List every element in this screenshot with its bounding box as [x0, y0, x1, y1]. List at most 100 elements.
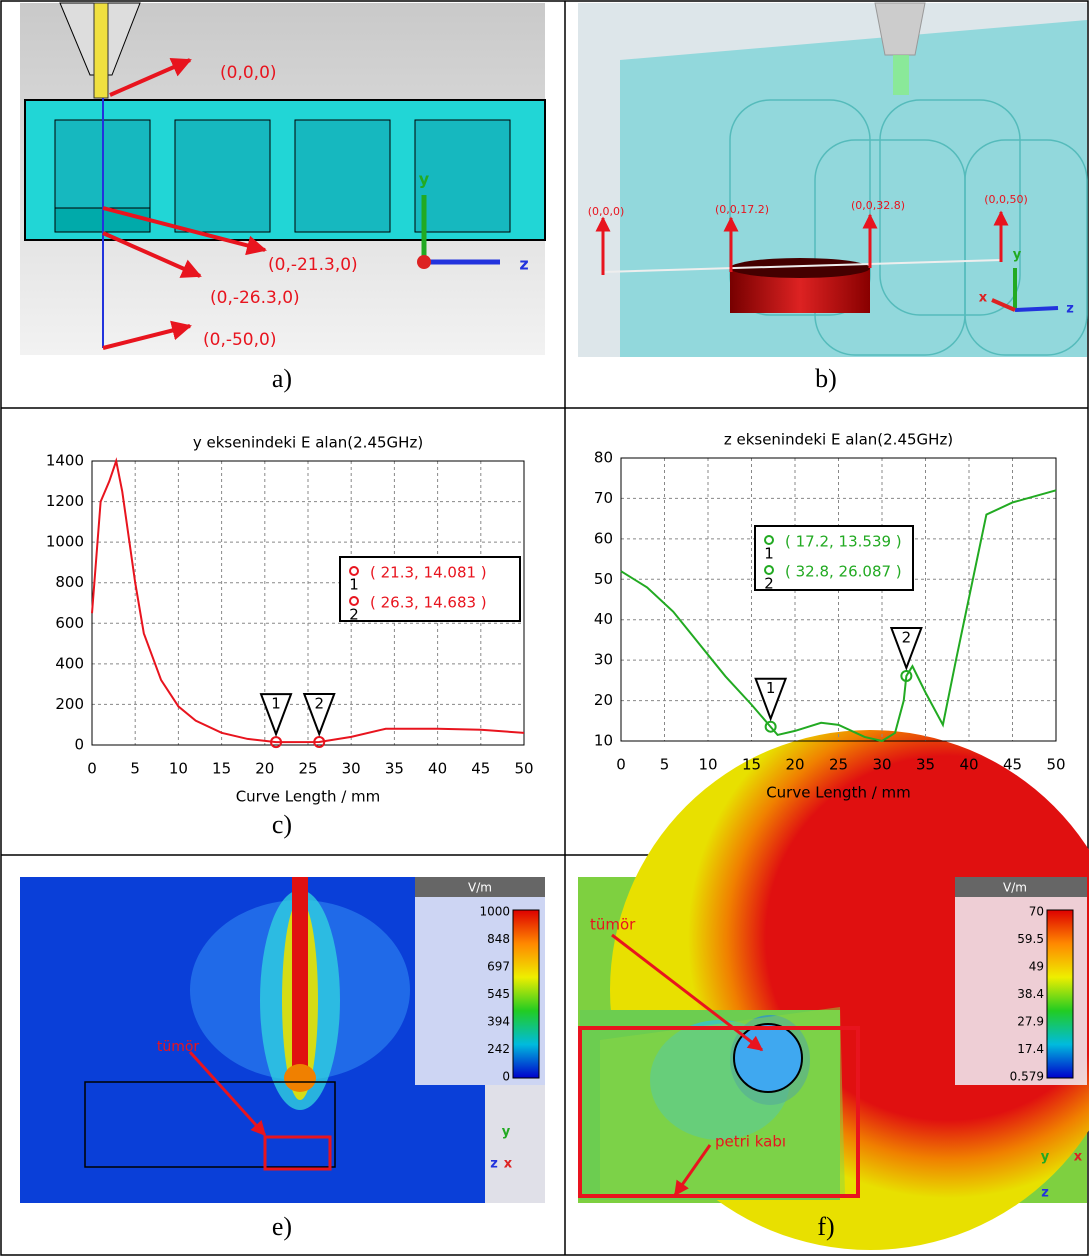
unit: V/m — [1003, 881, 1027, 895]
marker-flag — [302, 693, 336, 737]
marker-flag — [754, 677, 788, 722]
marker-number: 1 — [766, 679, 776, 697]
marker-flag — [259, 693, 293, 737]
colorbar-label: 545 — [487, 987, 510, 1001]
marker-number: 2 — [314, 695, 324, 713]
legend-number: 2 — [349, 606, 359, 624]
panel-a: (0,0,0) (0,-21.3,0) (0,-26.3,0) (0,-50,0… — [20, 2, 546, 393]
panel-label: f) — [817, 1212, 834, 1241]
colorbar-label: 394 — [487, 1015, 510, 1029]
marker-point — [270, 736, 283, 749]
axis-label: y — [419, 170, 430, 189]
x-tick-label: 25 — [298, 760, 317, 778]
x-tick-label: 35 — [385, 760, 404, 778]
x-tick-label: 20 — [255, 760, 274, 778]
y-tick-label: 800 — [55, 573, 84, 591]
marker-number: 1 — [271, 695, 281, 713]
colorbar-label: 38.4 — [1017, 987, 1044, 1001]
panel-label: e) — [272, 1212, 292, 1241]
marker-flag — [889, 626, 923, 671]
colorbar-label: 49 — [1029, 960, 1044, 974]
panel-label: c) — [272, 810, 292, 839]
legend-marker — [764, 535, 774, 545]
y-tick-label: 40 — [594, 610, 613, 628]
colorbar-label: 242 — [487, 1042, 510, 1056]
plot-frame — [620, 457, 1057, 742]
axis-label: y — [1041, 1150, 1050, 1165]
axis-label: x — [979, 291, 988, 306]
panel-label: b) — [815, 364, 837, 393]
y-tick-label: 70 — [594, 489, 613, 507]
x-tick-label: 25 — [829, 756, 848, 774]
marker-value-label: ( 17.2, 13.539 ) — [785, 533, 902, 551]
x-axis-label: Curve Length / mm — [236, 788, 381, 806]
annotation-box — [339, 556, 521, 622]
annotation: tümör — [590, 916, 636, 934]
axis-label: y — [1013, 248, 1022, 263]
x-tick-label: 0 — [616, 756, 626, 774]
panel-b: (0,0,0) (0,0,17.2) (0,0,32.8) (0,0,50) y… — [578, 2, 1088, 393]
x-tick-label: 15 — [212, 760, 231, 778]
panel-e: tümör V/m 1000 848 697 545 394 242 0 y z x e) — [20, 877, 545, 1241]
colorbar-labels: 70 59.5 49 38.4 27.9 17.4 0.579 — [1010, 905, 1044, 1084]
unit: V/m — [468, 881, 492, 895]
x-tick-label: 0 — [87, 760, 97, 778]
legend-marker — [349, 566, 359, 576]
y-tick-label: 10 — [594, 732, 613, 750]
y-tick-label: 20 — [594, 691, 613, 709]
axis-label: z — [519, 255, 528, 274]
x-tick-label: 50 — [1046, 756, 1065, 774]
y-tick-label: 1000 — [46, 533, 84, 551]
marker-point — [313, 736, 326, 749]
x-tick-label: 5 — [660, 756, 670, 774]
x-tick-label: 10 — [169, 760, 188, 778]
data-line — [620, 489, 1057, 743]
coordinate-label: (0,0,17.2) — [715, 203, 769, 216]
x-tick-label: 45 — [1003, 756, 1022, 774]
coordinate-label: (0,0,0) — [220, 63, 277, 83]
legend-marker — [349, 596, 359, 606]
y-tick-label: 1200 — [46, 492, 84, 510]
marker-number: 2 — [902, 628, 912, 646]
marker-value-label: ( 32.8, 26.087 ) — [785, 563, 902, 581]
y-tick-label: 0 — [74, 736, 84, 754]
x-tick-label: 35 — [916, 756, 935, 774]
data-line — [91, 457, 525, 744]
colorbar-label: 0 — [502, 1070, 510, 1084]
coordinate-label: (0,0,50) — [984, 193, 1028, 206]
axis-label: z — [1041, 1186, 1049, 1201]
y-tick-label: 60 — [594, 529, 613, 547]
annotation: petri kabı — [715, 1133, 786, 1151]
chart-title: z eksenindeki E alan(2.45GHz) — [724, 431, 953, 449]
x-tick-label: 20 — [785, 756, 804, 774]
x-tick-label: 5 — [130, 760, 140, 778]
coordinate-label: (0,-50,0) — [203, 330, 276, 350]
axis-label: x — [1074, 1150, 1083, 1165]
colorbar-label: 848 — [487, 932, 510, 946]
y-tick-label: 50 — [594, 570, 613, 588]
annotation-box — [754, 525, 914, 591]
axis-label: x — [504, 1157, 513, 1172]
legend-number: 2 — [764, 575, 774, 593]
x-tick-label: 40 — [959, 756, 978, 774]
legend-number: 1 — [764, 545, 774, 563]
colorbar-label: 1000 — [479, 905, 510, 919]
legend-number: 1 — [349, 576, 359, 594]
colorbar-label: 697 — [487, 960, 510, 974]
axis-label: z — [490, 1157, 498, 1172]
axis-label: y — [502, 1125, 511, 1140]
y-tick-label: 1400 — [46, 452, 84, 470]
colorbar-label: 17.4 — [1017, 1042, 1044, 1056]
x-tick-label: 50 — [514, 760, 533, 778]
y-tick-label: 30 — [594, 651, 613, 669]
panel-f: tümör petri kabı V/m 70 59.5 49 38.4 27.9 17.… — [578, 730, 1089, 1250]
x-tick-label: 40 — [428, 760, 447, 778]
colorbar-label: 27.9 — [1017, 1015, 1044, 1029]
panel-label: a) — [272, 364, 292, 393]
y-tick-label: 200 — [55, 695, 84, 713]
x-tick-label: 15 — [742, 756, 761, 774]
legend-marker — [764, 565, 774, 575]
coordinate-label: (0,0,0) — [588, 205, 625, 218]
marker-value-label: ( 26.3, 14.683 ) — [370, 594, 487, 612]
